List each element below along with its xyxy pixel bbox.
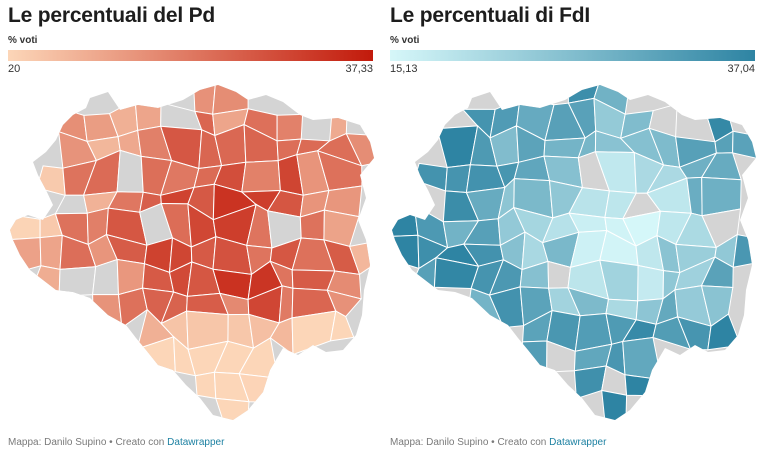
pd-choropleth-map[interactable] [8,80,380,425]
map-district[interactable] [58,266,97,297]
map-district[interactable] [521,340,548,380]
map-district[interactable] [390,204,419,237]
pd-legend-title: % voti [8,35,38,46]
pd-footer-credit: Mappa: Danilo Supino • Creato con [8,437,168,448]
map-district[interactable] [276,113,304,142]
map-district[interactable] [637,264,665,302]
map-district[interactable] [39,234,63,270]
pd-legend-max: 37,33 [345,63,373,75]
pd-map-panel: Le percentuali del Pd % voti 20 37,33 Ma… [8,0,380,462]
pd-map-title: Le percentuali del Pd [8,4,216,27]
fdi-map-title: Le percentuali di FdI [390,4,590,27]
pd-legend-min: 20 [8,63,21,75]
map-district[interactable] [329,310,355,342]
map-district[interactable] [194,371,217,399]
pd-map-footer: Mappa: Danilo Supino • Creato con Datawr… [8,437,224,448]
map-district[interactable] [192,80,217,115]
map-district[interactable] [131,336,176,381]
pd-legend-gradient [8,50,373,61]
map-district[interactable] [732,234,762,268]
map-district[interactable] [215,397,250,425]
fdi-legend-gradient [390,50,755,61]
fdi-choropleth-map[interactable] [390,80,762,425]
map-district[interactable] [92,294,123,329]
fdi-datawrapper-link[interactable]: Datawrapper [549,437,607,448]
fdi-map-panel: Le percentuali di FdI % voti 15,13 37,04… [390,0,762,462]
fdi-legend-title: % voti [390,35,420,46]
fdi-footer-credit: Mappa: Danilo Supino • Creato con [390,437,550,448]
map-district[interactable] [134,99,162,131]
fdi-map-footer: Mappa: Danilo Supino • Creato con Datawr… [390,437,606,448]
map-district[interactable] [601,389,628,426]
map-district[interactable] [116,149,144,193]
map-district[interactable] [390,234,420,270]
pd-datawrapper-link[interactable]: Datawrapper [167,437,225,448]
fdi-legend-max: 37,04 [727,63,755,75]
map-district[interactable] [624,374,665,397]
map-district[interactable] [241,160,281,193]
map-district[interactable] [278,285,294,324]
map-district[interactable] [8,213,41,241]
map-district[interactable] [212,80,249,115]
fdi-legend-min: 15,13 [390,63,418,75]
